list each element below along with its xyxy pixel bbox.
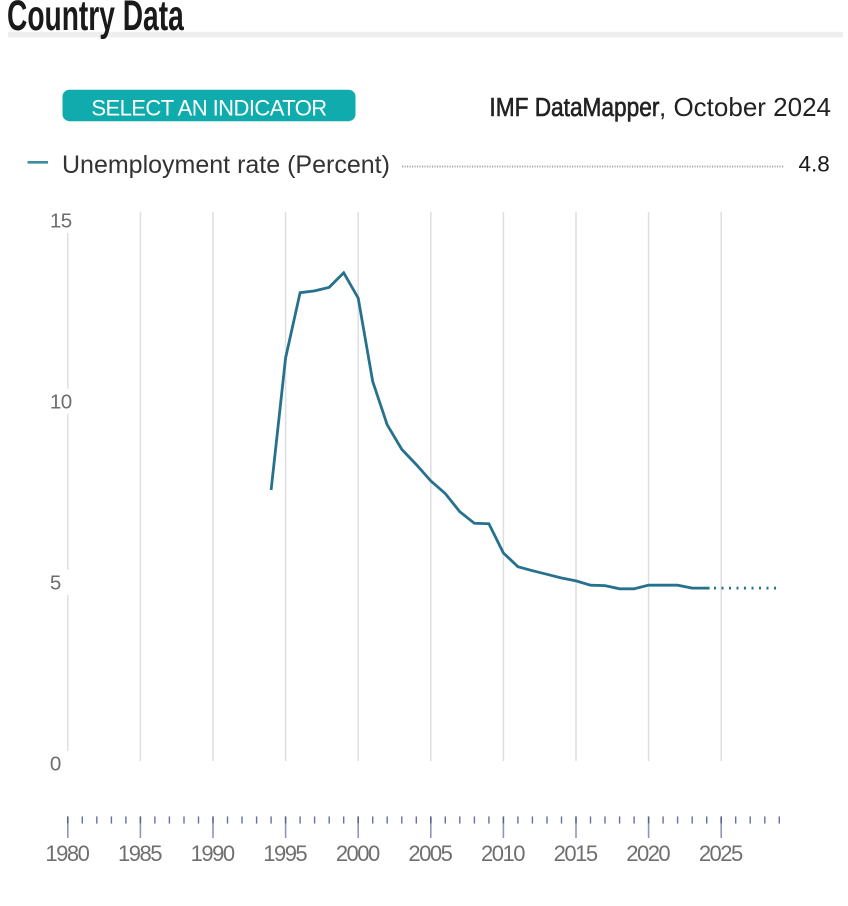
svg-text:1990: 1990 <box>191 841 235 866</box>
svg-text:Country Data: Country Data <box>7 0 184 39</box>
svg-text:2020: 2020 <box>626 841 670 866</box>
svg-text:2015: 2015 <box>554 841 598 866</box>
svg-text:0: 0 <box>50 753 61 776</box>
svg-text:15: 15 <box>50 210 72 233</box>
svg-text:5: 5 <box>50 572 61 595</box>
svg-text:2000: 2000 <box>336 841 380 866</box>
svg-text:, October 2024: , October 2024 <box>659 92 831 122</box>
svg-text:1985: 1985 <box>118 841 162 866</box>
svg-text:IMF DataMapper: IMF DataMapper <box>489 94 659 123</box>
svg-text:4.8: 4.8 <box>799 151 830 176</box>
svg-text:2005: 2005 <box>408 841 452 866</box>
svg-text:1995: 1995 <box>263 841 307 866</box>
svg-text:10: 10 <box>50 391 72 414</box>
svg-text:SELECT AN INDICATOR: SELECT AN INDICATOR <box>91 95 326 120</box>
svg-text:2025: 2025 <box>699 841 743 866</box>
svg-text:1980: 1980 <box>45 841 89 866</box>
svg-text:2010: 2010 <box>481 841 525 866</box>
svg-text:Unemployment rate (Percent): Unemployment rate (Percent) <box>62 151 390 179</box>
